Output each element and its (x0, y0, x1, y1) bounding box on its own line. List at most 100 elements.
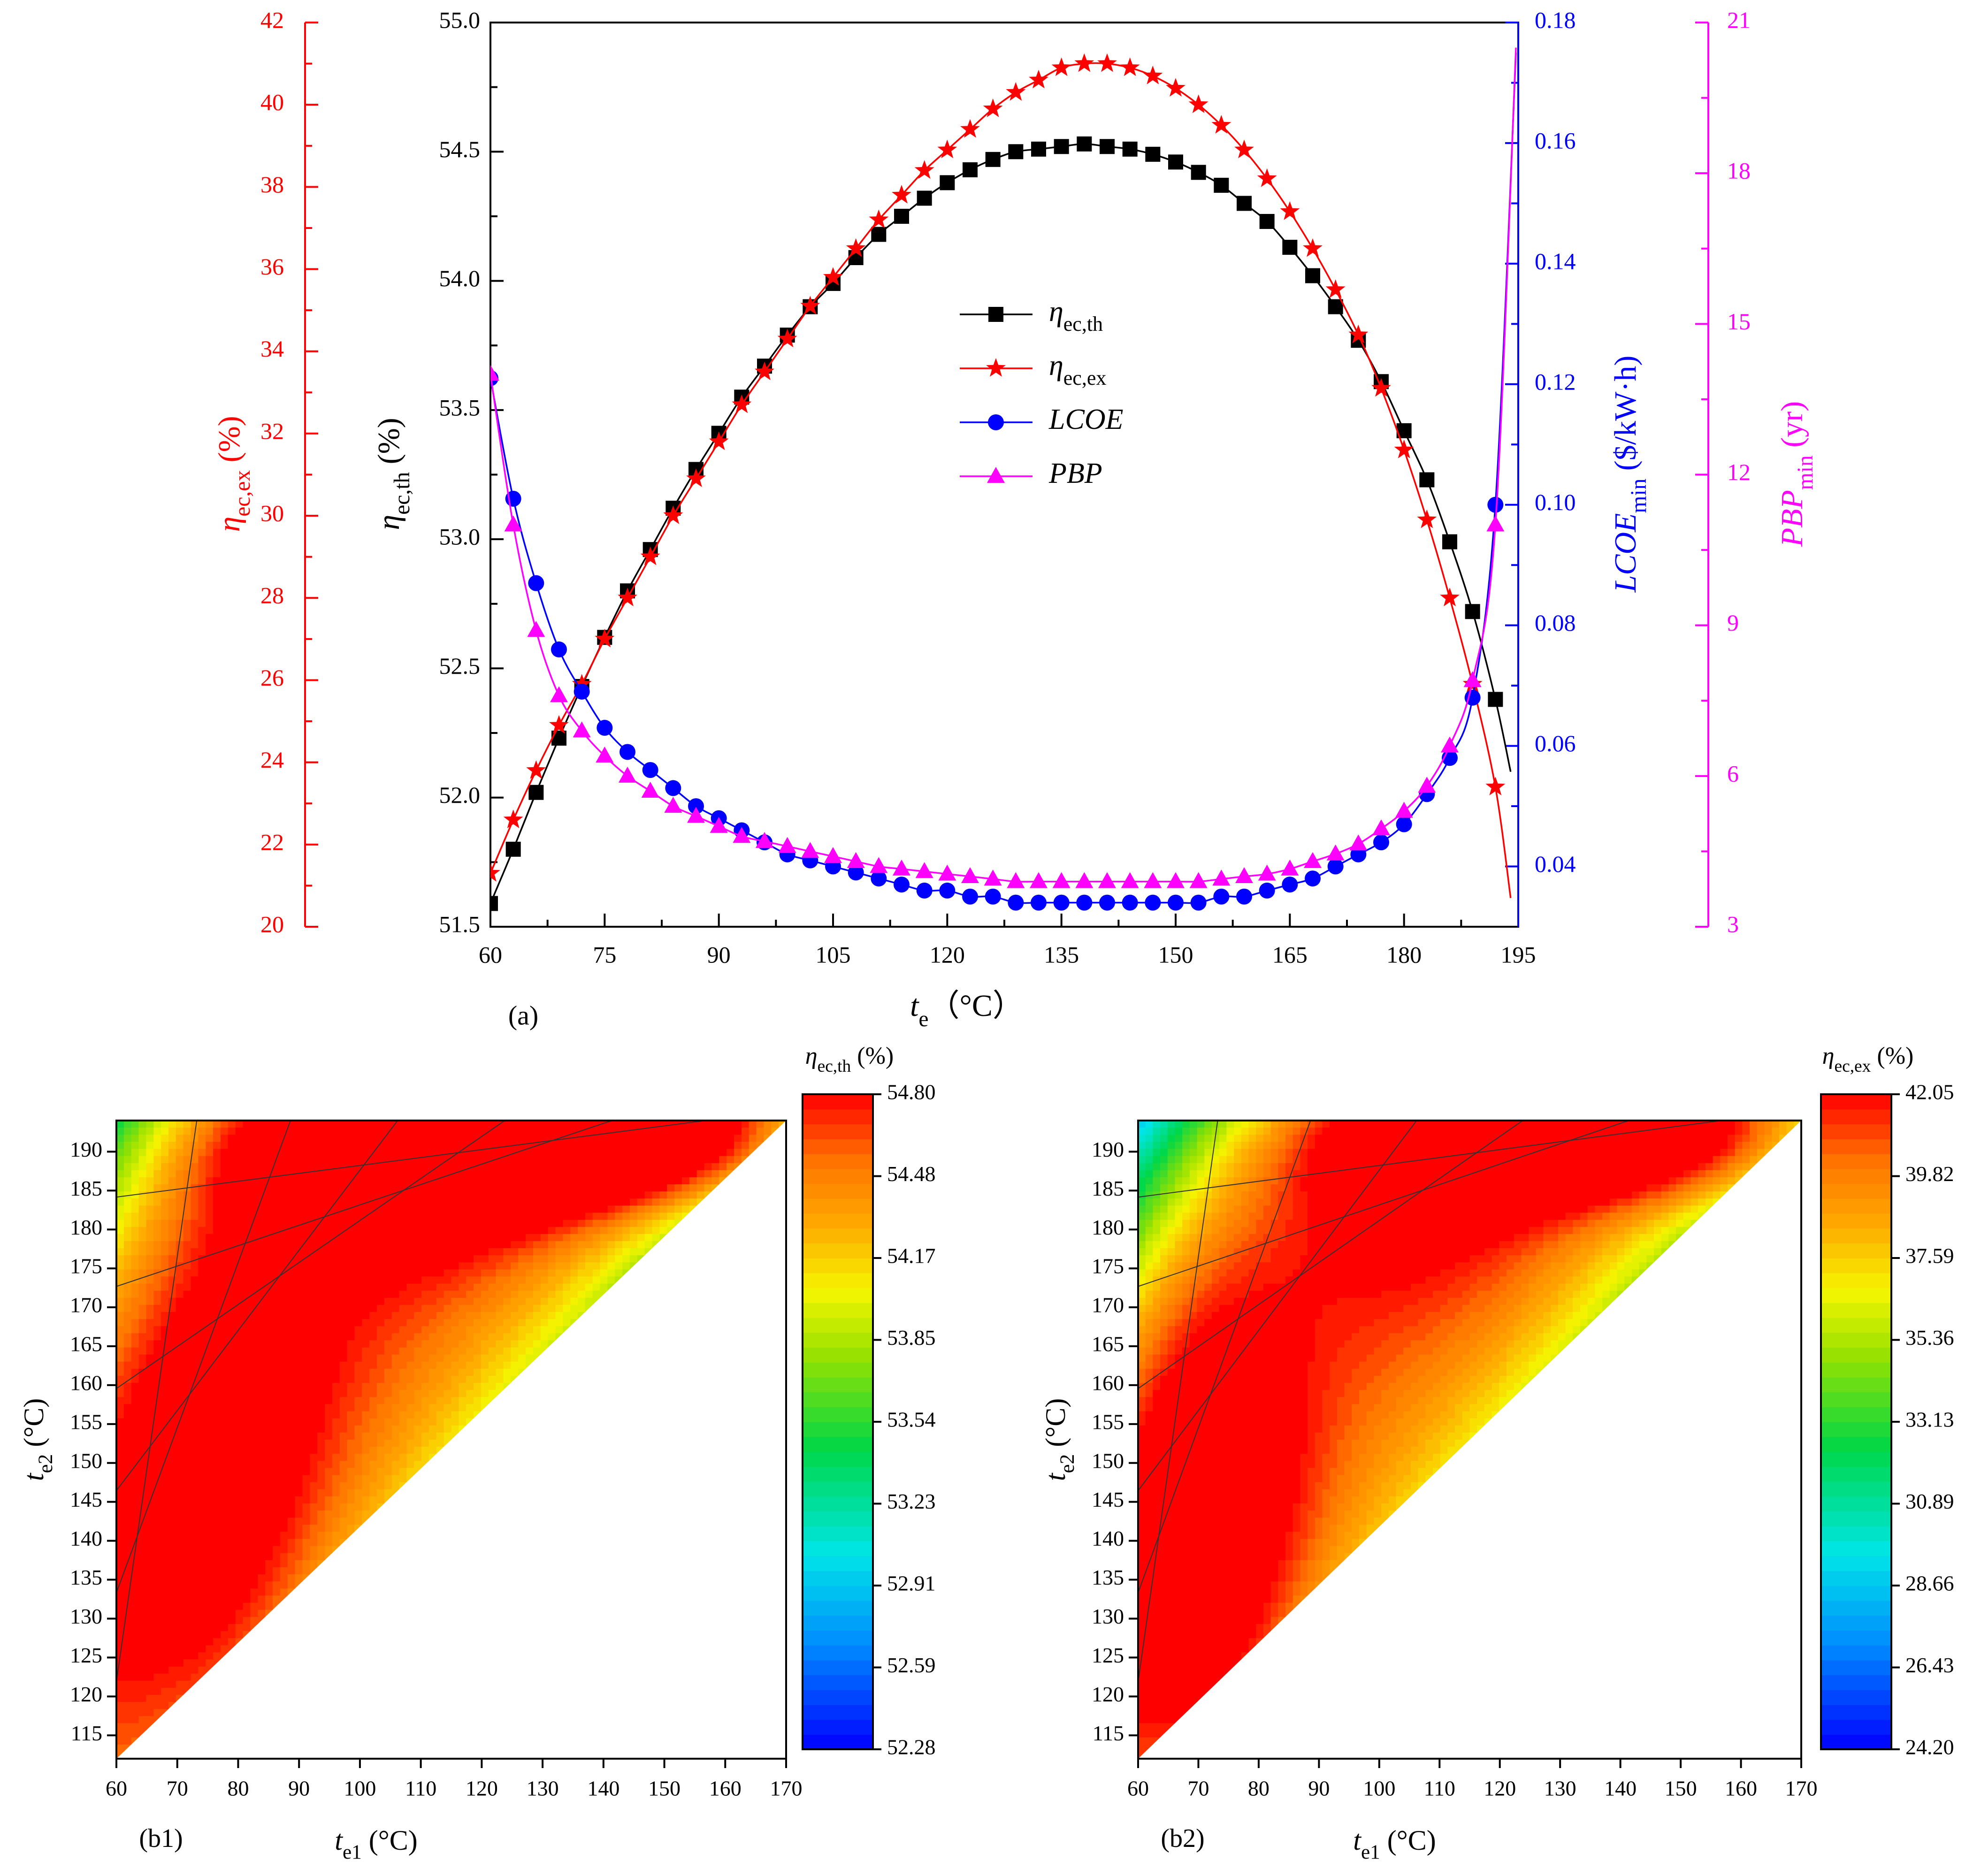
b1-contour-cell (354, 1418, 363, 1426)
b1-contour-cell (287, 1525, 296, 1533)
b1-contour-cell (168, 1135, 176, 1143)
b1-contour-cell (310, 1142, 318, 1150)
b1-contour-cell (570, 1149, 578, 1157)
b1-contour-cell (325, 1255, 333, 1263)
b1-contour-cell (674, 1163, 682, 1171)
b1-contour-cell (474, 1276, 482, 1284)
b1-contour-cell (325, 1319, 333, 1327)
b1-x-tick-label: 170 (770, 1777, 803, 1800)
b1-contour-cell (741, 1142, 750, 1150)
b1-contour-cell (198, 1617, 207, 1624)
b1-contour-cell (221, 1440, 229, 1447)
b1-contour-cell (116, 1411, 124, 1419)
b1-contour-cell (518, 1177, 526, 1185)
b1-contour-cell (376, 1397, 385, 1405)
b1-contour-cell (243, 1496, 251, 1504)
b1-contour-cell (168, 1234, 176, 1242)
b1-contour-cell (644, 1262, 653, 1270)
b1-contour-cell (176, 1121, 184, 1128)
b1-contour-cell (198, 1638, 207, 1646)
b1-contour-cell (325, 1475, 333, 1483)
b1-contour-cell (526, 1191, 534, 1199)
point-eta_th (1054, 139, 1069, 154)
series-line-eta_th (490, 143, 1512, 904)
b1-contour-cell (221, 1163, 229, 1171)
b1-contour-cell (131, 1213, 139, 1220)
b1-contour-cell (258, 1468, 266, 1476)
b1-contour-cell (376, 1255, 385, 1263)
b1-contour-cell (384, 1269, 392, 1277)
b1-contour-cell (339, 1163, 348, 1171)
b1-contour-cell (644, 1220, 653, 1228)
b1-contour-cell (168, 1539, 176, 1547)
b1-contour-cell (191, 1518, 199, 1525)
pbp-tick-label: 6 (1727, 760, 1739, 786)
b1-contour-cell (138, 1666, 147, 1674)
b1-contour-cell (391, 1255, 400, 1263)
b1-contour-cell (548, 1128, 556, 1136)
b1-contour-cell (176, 1510, 184, 1518)
b1-contour-cell (213, 1283, 221, 1291)
b1-contour-cell (250, 1631, 259, 1639)
b1-contour-cell (600, 1262, 608, 1270)
b1-contour-cell (317, 1227, 325, 1235)
b1-contour-cell (146, 1205, 154, 1213)
b1-contour-cell (466, 1269, 474, 1277)
point-eta_ex (1166, 78, 1186, 97)
b1-contour-cell (295, 1553, 303, 1561)
b1-contour-cell (250, 1454, 259, 1462)
b1-contour-cell (176, 1652, 184, 1660)
b1-contour-cell (563, 1304, 571, 1312)
b1-contour-cell (176, 1227, 184, 1235)
b1-contour-cell (116, 1319, 124, 1327)
b1-contour-cell (332, 1304, 340, 1312)
b1-contour-cell (116, 1432, 124, 1440)
b1-contour-cell (131, 1205, 139, 1213)
b2-contour-cell (1138, 1156, 1146, 1164)
b1-contour-cell (689, 1149, 697, 1157)
b1-contour-cell (123, 1290, 132, 1298)
eta-th-tick-label: 54.0 (439, 265, 481, 291)
b2-contour-cell (1138, 1220, 1146, 1228)
b1-contour-cell (466, 1170, 474, 1178)
b1-contour-cell (228, 1546, 236, 1554)
b1-contour-cell (607, 1220, 616, 1228)
b1-contour-cell (146, 1227, 154, 1235)
b1-contour-cell (332, 1220, 340, 1228)
b1-contour-cell (265, 1347, 273, 1355)
b1-contour-cell (391, 1404, 400, 1412)
b1-contour-cell (384, 1213, 392, 1220)
b1-contour-cell (302, 1128, 311, 1136)
b1-contour-cell (228, 1319, 236, 1327)
b1-contour-cell (310, 1368, 318, 1376)
b1-contour-cell (503, 1220, 512, 1228)
b1-contour-cell (161, 1609, 169, 1617)
b1-contour-cell (421, 1248, 429, 1256)
b1-contour-cell (250, 1447, 259, 1455)
b1-contour-cell (198, 1170, 207, 1178)
eta-ex-tick-label: 38 (260, 171, 284, 198)
b1-contour-cell (191, 1574, 199, 1582)
b1-contour-cell (123, 1702, 132, 1710)
point-lcoe (1053, 894, 1070, 911)
b1-contour-cell (674, 1170, 682, 1178)
b1-contour-cell (183, 1680, 191, 1688)
b1-contour-cell (391, 1333, 400, 1341)
b1-contour-cell (644, 1234, 653, 1242)
b1-contour-cell (295, 1184, 303, 1192)
b1-contour-cell (161, 1234, 169, 1242)
b1-contour-cell (399, 1333, 407, 1341)
b1-contour-cell (399, 1241, 407, 1249)
b1-contour-cell (161, 1128, 169, 1136)
b1-contour-cell (131, 1468, 139, 1476)
b1-contour-cell (183, 1560, 191, 1568)
eta-ex-tick-label: 36 (260, 253, 284, 280)
b1-contour-cell (161, 1723, 169, 1731)
b1-contour-cell (258, 1482, 266, 1490)
b1-contour-cell (325, 1376, 333, 1383)
b1-contour-cell (421, 1135, 429, 1143)
b1-contour-cell (131, 1149, 139, 1157)
b1-contour-cell (362, 1368, 370, 1376)
b1-contour-cell (496, 1297, 504, 1305)
b1-contour-cell (459, 1361, 467, 1369)
